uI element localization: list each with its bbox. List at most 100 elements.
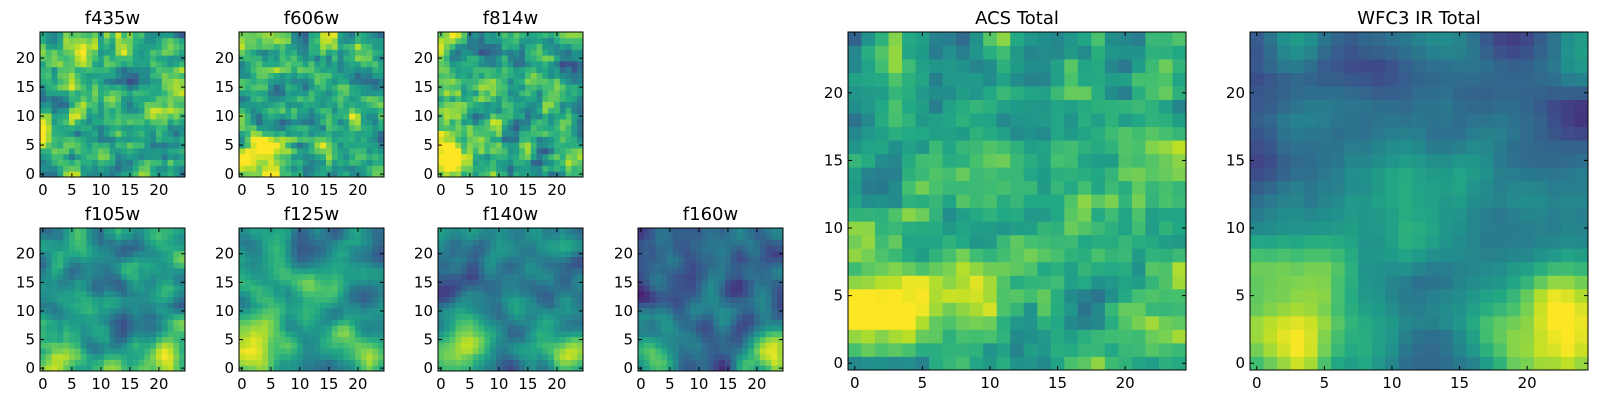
- heatmap-cell: [536, 142, 543, 149]
- heatmap-cell: [355, 313, 362, 320]
- heatmap-cell: [74, 107, 81, 114]
- heatmap-cell: [349, 342, 356, 349]
- heatmap-cell: [355, 101, 362, 108]
- heatmap-cell: [461, 136, 468, 143]
- heatmap-cell: [548, 273, 555, 280]
- heatmap-cell: [484, 32, 491, 39]
- heatmap-cell: [449, 268, 456, 275]
- heatmap-cell: [144, 142, 151, 149]
- heatmap-cell: [366, 61, 373, 68]
- heatmap-cell: [571, 342, 578, 349]
- heatmap-cell: [326, 250, 333, 257]
- heatmap-cell: [461, 245, 468, 252]
- heatmap-cell: [138, 124, 145, 131]
- heatmap-cell: [1172, 342, 1187, 357]
- heatmap-cell: [173, 313, 180, 320]
- heatmap-cell: [713, 296, 720, 303]
- heatmap-cell: [565, 308, 572, 315]
- heatmap-cell: [273, 107, 280, 114]
- heatmap-cell: [132, 353, 139, 360]
- heatmap-cell: [167, 313, 174, 320]
- heatmap-cell: [478, 119, 485, 126]
- heatmap-cell: [74, 365, 81, 372]
- heatmap-cell: [57, 245, 64, 252]
- heatmap-cell: [57, 153, 64, 160]
- heatmap-cell: [725, 302, 732, 309]
- heatmap-cell: [239, 159, 246, 166]
- heatmap-cell: [314, 95, 321, 102]
- heatmap-cell: [736, 319, 743, 326]
- heatmap-cell: [438, 153, 445, 160]
- heatmap-cell: [297, 153, 304, 160]
- heatmap-cell: [239, 239, 246, 246]
- heatmap-cell: [138, 342, 145, 349]
- heatmap-cell: [513, 245, 520, 252]
- heatmap-cell: [969, 194, 984, 209]
- heatmap-cell: [478, 148, 485, 155]
- heatmap-cell: [308, 279, 315, 286]
- heatmap-cell: [173, 136, 180, 143]
- heatmap-cell: [577, 325, 584, 332]
- heatmap-cell: [121, 336, 128, 343]
- heatmap-cell: [86, 359, 93, 366]
- heatmap-cell: [730, 302, 737, 309]
- heatmap-cell: [536, 43, 543, 50]
- heatmap-cell: [571, 290, 578, 298]
- heatmap-cell: [167, 165, 174, 172]
- heatmap-cell: [438, 353, 445, 360]
- heatmap-cell: [1023, 275, 1038, 290]
- heatmap-cell: [320, 233, 327, 240]
- heatmap-cell: [98, 136, 105, 143]
- heatmap-cell: [372, 84, 379, 91]
- heatmap-cell: [86, 101, 93, 108]
- heatmap-cell: [63, 353, 70, 360]
- heatmap-cell: [239, 245, 246, 252]
- heatmap-cell: [92, 43, 99, 50]
- heatmap-cell: [449, 353, 456, 360]
- y-tick-label: 15: [414, 273, 433, 291]
- heatmap-cell: [736, 245, 743, 252]
- heatmap-cell: [291, 359, 298, 366]
- y-tick-label: 10: [614, 302, 633, 320]
- heatmap-cell: [366, 165, 373, 172]
- heatmap-cell: [239, 319, 246, 326]
- heatmap-cell: [1091, 248, 1106, 263]
- heatmap-cell: [109, 107, 116, 114]
- heatmap-cell: [144, 353, 151, 360]
- heatmap-cell: [262, 66, 269, 73]
- heatmap-cell: [1050, 194, 1065, 209]
- heatmap-cell: [484, 319, 491, 326]
- heatmap-cell: [443, 256, 450, 263]
- heatmap-cell: [285, 95, 292, 102]
- heatmap-cell: [519, 245, 526, 252]
- heatmap-cell: [366, 153, 373, 160]
- heatmap-cell: [536, 165, 543, 172]
- heatmap-cell: [1037, 302, 1052, 317]
- heatmap-cell: [713, 325, 720, 332]
- heatmap-cell: [1050, 207, 1065, 222]
- heatmap-cell: [848, 180, 862, 195]
- heatmap-cell: [478, 245, 485, 252]
- heatmap-cell: [326, 55, 333, 62]
- heatmap-cell: [273, 268, 280, 275]
- heatmap-cell: [69, 262, 76, 269]
- heatmap-cell: [707, 319, 714, 326]
- heatmap-cell: [1158, 342, 1173, 357]
- heatmap-cell: [655, 290, 662, 298]
- heatmap-cell: [1104, 221, 1119, 236]
- heatmap-cell: [861, 275, 876, 290]
- heatmap-cell: [672, 262, 679, 269]
- heatmap-cell: [861, 153, 876, 168]
- heatmap-cell: [519, 124, 526, 131]
- heatmap-cell: [314, 90, 321, 97]
- heatmap-cell: [996, 342, 1011, 357]
- heatmap-cell: [554, 37, 561, 44]
- heatmap-cell: [372, 66, 379, 73]
- heatmap-cell: [355, 336, 362, 343]
- heatmap-cell: [467, 325, 474, 332]
- heatmap-cell: [302, 268, 309, 275]
- heatmap-cell: [239, 290, 246, 298]
- heatmap-cell: [331, 119, 338, 126]
- heatmap-cell: [320, 101, 327, 108]
- heatmap-cell: [501, 113, 508, 120]
